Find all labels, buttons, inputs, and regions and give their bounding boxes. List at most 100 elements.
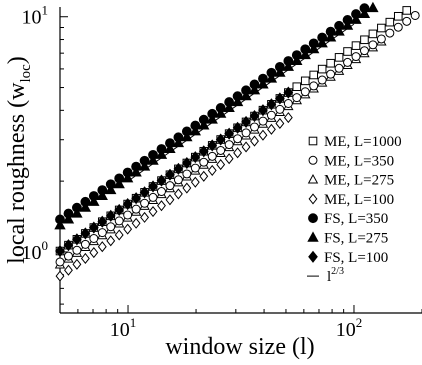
data-point — [55, 270, 65, 282]
data-point — [114, 173, 125, 184]
data-point — [80, 227, 91, 240]
data-point — [241, 141, 251, 153]
data-point — [198, 119, 210, 130]
x-tick-label-exp: 1 — [130, 315, 137, 330]
data-point — [232, 91, 243, 102]
data-point — [114, 229, 124, 241]
data-point — [266, 110, 276, 120]
data-point — [89, 233, 99, 243]
data-point — [308, 38, 319, 49]
data-point — [148, 205, 158, 218]
data-point — [317, 64, 327, 74]
data-point — [72, 245, 82, 255]
x-tick-label: 102 — [336, 315, 363, 341]
x-tick-label-base: 10 — [110, 319, 130, 341]
data-point — [300, 76, 310, 86]
data-point — [258, 116, 268, 126]
legend-label: FS, L=350 — [324, 211, 388, 227]
data-point — [157, 200, 166, 212]
data-point — [105, 183, 117, 195]
data-point — [105, 209, 116, 222]
legend-marker — [308, 193, 318, 205]
data-point — [122, 167, 133, 178]
data-point — [283, 86, 294, 99]
data-point — [80, 252, 90, 265]
data-point — [333, 25, 345, 36]
data-point — [282, 60, 295, 71]
data-point — [123, 210, 133, 220]
data-point — [224, 140, 234, 150]
data-point — [55, 214, 65, 225]
y-axis-title-main: local roughness (w — [4, 82, 30, 264]
data-point — [155, 148, 168, 159]
data-point — [173, 162, 184, 175]
data-point — [71, 207, 83, 218]
data-point — [250, 122, 259, 132]
data-point — [72, 258, 82, 270]
data-point — [342, 15, 353, 25]
data-point — [131, 217, 141, 229]
data-point — [232, 121, 243, 134]
data-point — [231, 95, 244, 107]
data-point — [88, 221, 99, 234]
data-point — [274, 66, 286, 77]
data-point — [89, 247, 99, 259]
data-point — [165, 194, 175, 206]
data-point — [106, 235, 116, 247]
legend-guide-exp: 2/3 — [331, 266, 344, 277]
data-point — [266, 98, 277, 111]
data-point — [173, 132, 184, 143]
data-point — [97, 215, 108, 228]
data-point — [291, 50, 302, 61]
data-point — [393, 22, 403, 32]
data-point — [172, 136, 185, 148]
data-point — [326, 58, 335, 68]
data-point — [257, 78, 269, 89]
data-point — [224, 97, 235, 107]
legend-marker — [308, 250, 318, 263]
data-point — [393, 11, 403, 21]
data-point — [283, 99, 293, 108]
data-point — [351, 9, 361, 19]
data-point — [207, 108, 218, 119]
data-point — [248, 83, 261, 95]
data-point — [63, 239, 74, 252]
series-triangle-filled — [54, 1, 379, 230]
data-point — [325, 26, 336, 37]
data-point — [274, 61, 285, 72]
data-point — [190, 120, 201, 131]
data-point — [216, 159, 226, 171]
y-tick-label-exp: 1 — [42, 3, 49, 18]
data-point — [130, 166, 142, 177]
data-point — [367, 1, 379, 13]
data-point — [215, 107, 227, 118]
y-tick-label-exp: 0 — [42, 238, 49, 253]
data-point — [131, 204, 141, 214]
data-point — [199, 170, 209, 182]
data-point — [80, 196, 91, 207]
legend-label: ME, L=100 — [324, 192, 394, 208]
y-axis-title: local roughness (wloc) — [4, 56, 34, 264]
data-point — [123, 223, 133, 235]
data-point — [182, 169, 192, 179]
data-point — [351, 41, 361, 50]
series-circle-filled — [55, 3, 370, 225]
data-point — [324, 31, 337, 42]
legend-label: ME, L=275 — [324, 173, 394, 189]
data-point — [283, 112, 293, 124]
legend-guide-label: l2/3 — [327, 266, 344, 285]
data-point — [114, 216, 124, 226]
data-point — [309, 81, 319, 91]
data-point — [106, 222, 116, 232]
data-point — [233, 147, 243, 159]
data-point — [240, 89, 252, 101]
data-point — [283, 56, 294, 66]
data-point — [97, 241, 107, 253]
data-point — [173, 175, 183, 185]
data-point — [165, 168, 175, 181]
data-point — [140, 198, 150, 208]
data-point — [258, 73, 268, 84]
data-point — [79, 201, 92, 212]
legend: ME, L=1000 ME, L=350 ME, L=275 ME, L=100 FS,… — [303, 133, 422, 289]
data-point — [358, 7, 371, 19]
